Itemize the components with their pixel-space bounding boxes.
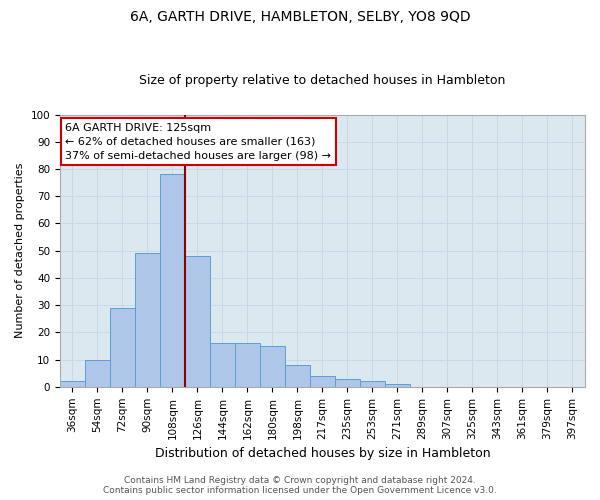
Bar <box>85 360 110 387</box>
Text: 6A, GARTH DRIVE, HAMBLETON, SELBY, YO8 9QD: 6A, GARTH DRIVE, HAMBLETON, SELBY, YO8 9… <box>130 10 470 24</box>
Bar <box>110 308 135 387</box>
Title: Size of property relative to detached houses in Hambleton: Size of property relative to detached ho… <box>139 74 506 87</box>
Bar <box>385 384 410 387</box>
Bar <box>235 344 260 387</box>
Bar <box>310 376 335 387</box>
Bar <box>185 256 210 387</box>
Text: 6A GARTH DRIVE: 125sqm
← 62% of detached houses are smaller (163)
37% of semi-de: 6A GARTH DRIVE: 125sqm ← 62% of detached… <box>65 122 331 160</box>
Bar <box>160 174 185 387</box>
Bar <box>135 254 160 387</box>
Bar <box>210 344 235 387</box>
X-axis label: Distribution of detached houses by size in Hambleton: Distribution of detached houses by size … <box>155 447 490 460</box>
Bar <box>360 382 385 387</box>
Y-axis label: Number of detached properties: Number of detached properties <box>15 163 25 338</box>
Bar <box>60 382 85 387</box>
Bar <box>285 365 310 387</box>
Bar <box>260 346 285 387</box>
Bar <box>335 378 360 387</box>
Text: Contains HM Land Registry data © Crown copyright and database right 2024.
Contai: Contains HM Land Registry data © Crown c… <box>103 476 497 495</box>
